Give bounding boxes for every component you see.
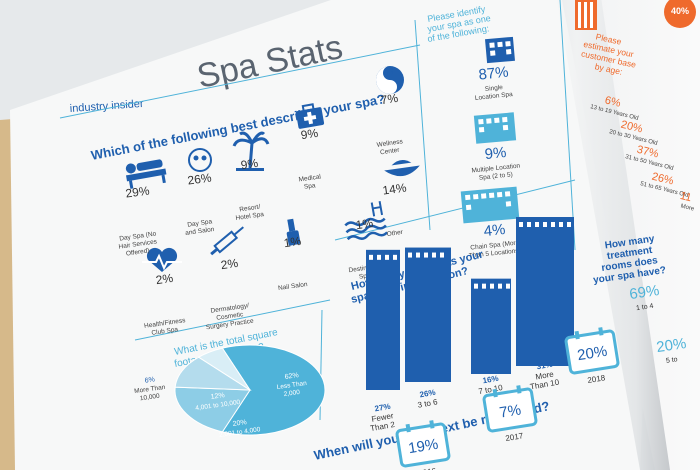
nail-polish-icon: [286, 218, 301, 246]
massage-icon: [125, 159, 167, 189]
bowl-icon: [384, 159, 420, 177]
medical-bag-icon: [295, 103, 325, 129]
spa-type-label: Nail Salon: [278, 281, 309, 292]
pie-label: Less Than: [276, 380, 307, 391]
building-icon: [460, 186, 520, 224]
age-label: More: [680, 203, 695, 212]
renovation-calendars: 19% 2016 7% 2017 20% 2018: [395, 327, 620, 470]
spa-type-pct: 7%: [380, 91, 399, 107]
years-bar: [405, 247, 451, 382]
spa-type-label: Destination: [348, 263, 382, 275]
section-tag: industry insider: [69, 98, 144, 115]
rooms-label: 5 to: [666, 356, 679, 365]
spa-type-pct: 2%: [220, 256, 239, 272]
spa-type-label: Wellness: [376, 138, 404, 149]
pie-pct: 6%: [144, 376, 155, 384]
location-pct: 87%: [478, 64, 510, 84]
pool-icon: [344, 200, 389, 241]
renovate-year: 2017: [505, 431, 525, 443]
spa-type-label: Cosmetic: [216, 311, 245, 322]
spa-type-label: Other: [386, 229, 404, 238]
renovate-pct: 20%: [576, 343, 608, 364]
building-icon: [473, 112, 517, 144]
pie-label: 10,000: [139, 393, 160, 403]
location-label: Single: [484, 84, 503, 93]
heartbeat-icon: [142, 247, 182, 272]
age-pct: 11: [679, 190, 693, 204]
renovate-pct: 19%: [407, 436, 439, 457]
calendar-icon: 20% 2018: [564, 327, 620, 385]
spa-type-label: Resort/: [239, 204, 261, 214]
location-label: Spa (2 to 5): [479, 171, 514, 182]
palm-tree-icon: [232, 131, 270, 171]
age-pct: 26%: [651, 171, 675, 188]
calendar-icon: 19% 2016: [395, 420, 451, 470]
spa-type-pct: 14%: [382, 180, 408, 197]
spa-type-label: Offered): [126, 247, 150, 257]
location-pct: 4%: [483, 221, 506, 240]
pie-slice: [221, 344, 326, 436]
spa-type-label: and Salon: [185, 226, 215, 237]
spa-type-pct: 1%: [355, 216, 374, 232]
spa-type-pct: 26%: [187, 170, 213, 187]
spa-type-label: Day Spa: [187, 218, 213, 228]
pie-slice: [174, 386, 251, 433]
years-bar: [471, 278, 511, 374]
years-label: Than 2: [370, 420, 397, 433]
spa-type-label: Spa: [304, 182, 317, 191]
calendar-icon: 7% 2017: [482, 385, 538, 443]
age-pct: 37%: [636, 144, 660, 161]
rooms-label: 1 to 4: [636, 303, 654, 312]
orange-pct-circle: [664, 0, 696, 28]
years-pct: 27%: [374, 402, 391, 414]
rooms-pct: 20%: [655, 335, 687, 356]
rooms-list: 69%1 to 4 20%5 to: [628, 282, 687, 365]
spa-type-label: Center: [380, 147, 401, 157]
face-mask-icon: [188, 148, 212, 172]
rooms-pct: 69%: [628, 282, 660, 303]
spa-type-label: Spa: [359, 272, 372, 281]
renovate-pct: 7%: [498, 401, 522, 421]
pie-label: 2,000: [283, 389, 300, 398]
age-pct: 6%: [604, 94, 623, 110]
years-label: Fewer: [371, 411, 395, 424]
years-bar: [366, 249, 400, 390]
years-pct: 16%: [482, 374, 499, 386]
pie-pct: 12%: [210, 392, 225, 401]
pie-pct: 62%: [284, 372, 299, 381]
years-pct: 31%: [536, 360, 553, 372]
spa-type-pct: 29%: [125, 183, 151, 200]
pie-pct: 20%: [232, 419, 247, 428]
spa-type-pct: 9%: [300, 126, 319, 142]
years-bar: [516, 217, 574, 366]
spa-type-pct: 1%: [283, 234, 302, 250]
age-pct: 20%: [620, 119, 644, 136]
spa-type-pct: 9%: [240, 156, 259, 172]
location-pct: 9%: [484, 144, 507, 163]
yin-yang-icon: [376, 66, 404, 94]
right-top-pct: 40%: [671, 6, 689, 16]
years-label: More: [535, 369, 555, 381]
building-icon: [485, 36, 515, 64]
spa-type-label: Club Spa: [151, 326, 179, 337]
location-label: Location Spa: [475, 91, 514, 102]
pie-label: More Than: [134, 384, 166, 395]
spa-type-pct: 2%: [155, 271, 174, 287]
years-label: 3 to 6: [417, 397, 439, 409]
syringe-icon: [210, 226, 244, 256]
spa-type-label: Medical: [298, 173, 322, 183]
pie-slice: [197, 347, 251, 391]
renovate-year: 2016: [418, 466, 438, 470]
renovate-year: 2018: [587, 373, 607, 385]
spa-type-label: Hotel Spa: [235, 211, 265, 222]
years-pct: 26%: [419, 388, 436, 400]
divider-line: [59, 44, 421, 119]
